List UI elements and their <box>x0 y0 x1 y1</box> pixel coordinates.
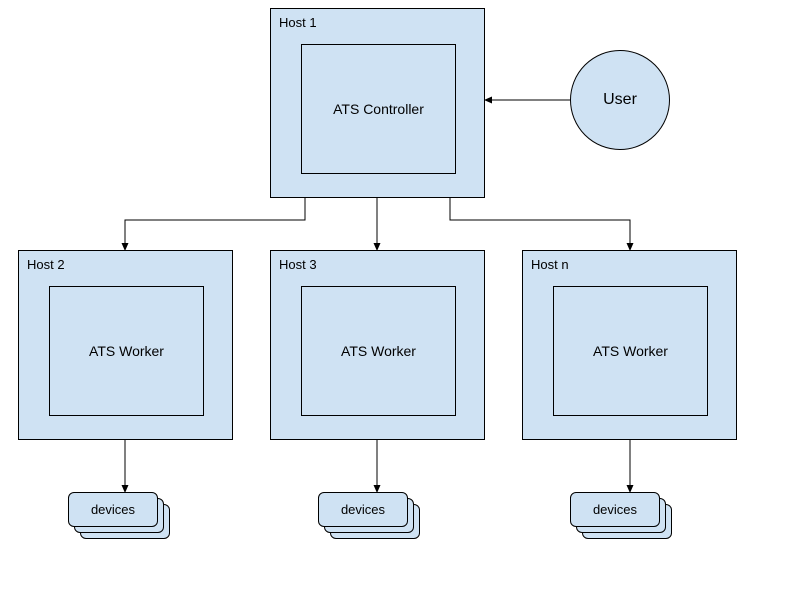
device-card: devices <box>318 492 408 527</box>
ats-controller-label: ATS Controller <box>333 101 424 117</box>
host-2-label: Host 2 <box>27 257 65 272</box>
devices-stack-1: devices <box>318 492 420 539</box>
device-label: devices <box>593 502 637 517</box>
edge-host1-hostn <box>450 198 630 250</box>
device-card: devices <box>570 492 660 527</box>
ats-worker-box-2: ATS Worker <box>49 286 204 416</box>
ats-worker-label-3: ATS Worker <box>341 343 416 359</box>
device-card: devices <box>68 492 158 527</box>
host-n: Host n ATS Worker <box>522 250 737 440</box>
host-3-label: Host 3 <box>279 257 317 272</box>
user-label: User <box>603 91 637 109</box>
user-node: User <box>570 50 670 150</box>
host-2: Host 2 ATS Worker <box>18 250 233 440</box>
host-3: Host 3 ATS Worker <box>270 250 485 440</box>
host-1: Host 1 ATS Controller <box>270 8 485 198</box>
ats-controller-box: ATS Controller <box>301 44 456 174</box>
host-1-label: Host 1 <box>279 15 317 30</box>
device-label: devices <box>91 502 135 517</box>
ats-worker-label-n: ATS Worker <box>593 343 668 359</box>
devices-stack-0: devices <box>68 492 170 539</box>
edge-host1-host2 <box>125 198 305 250</box>
ats-worker-box-3: ATS Worker <box>301 286 456 416</box>
ats-worker-box-n: ATS Worker <box>553 286 708 416</box>
ats-worker-label-2: ATS Worker <box>89 343 164 359</box>
device-label: devices <box>341 502 385 517</box>
host-n-label: Host n <box>531 257 569 272</box>
devices-stack-2: devices <box>570 492 672 539</box>
